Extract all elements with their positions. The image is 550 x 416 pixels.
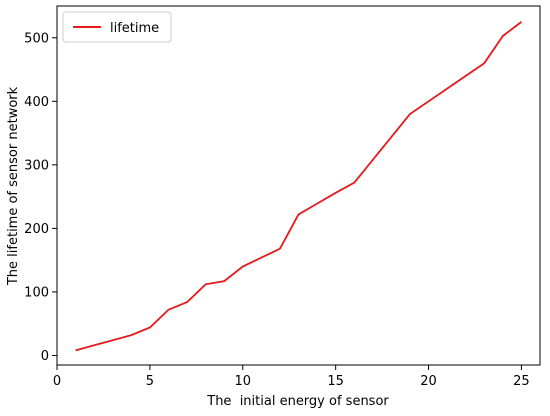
legend: lifetime xyxy=(62,11,172,43)
lifetime-series-line xyxy=(75,21,522,352)
x-axis-ticks: 0 5 10 15 20 25 xyxy=(53,365,530,389)
y-tick-label: 100 xyxy=(24,285,49,300)
x-axis-label: The initial energy of sensor xyxy=(206,394,389,409)
legend-label-lifetime: lifetime xyxy=(110,21,159,36)
y-axis-label: The lifetime of sensor network xyxy=(6,86,21,286)
y-tick-label: 300 xyxy=(24,158,49,173)
y-tick-label: 200 xyxy=(24,222,49,237)
y-tick-label: 0 xyxy=(41,349,49,364)
x-tick-label: 5 xyxy=(146,374,154,389)
y-tick-label: 500 xyxy=(24,31,49,46)
x-tick-label: 15 xyxy=(327,374,344,389)
plot-area xyxy=(56,5,541,366)
legend-box xyxy=(62,11,172,43)
x-tick-label: 10 xyxy=(234,374,251,389)
x-tick-label: 20 xyxy=(420,374,437,389)
y-tick-label: 400 xyxy=(24,95,49,110)
x-tick-label: 25 xyxy=(513,374,530,389)
y-axis-ticks: 0 100 200 300 400 500 xyxy=(24,31,57,364)
x-tick-label: 0 xyxy=(53,374,61,389)
